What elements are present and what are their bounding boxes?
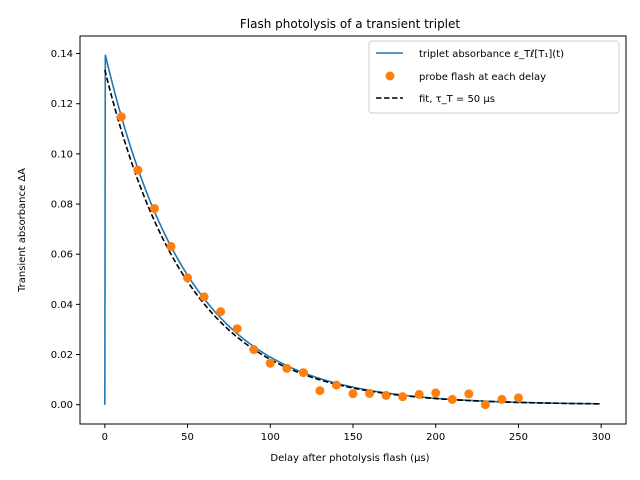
legend-label: probe flash at each delay bbox=[419, 72, 546, 83]
probe-flash-point bbox=[348, 389, 358, 399]
probe-flash-point bbox=[199, 292, 209, 302]
probe-flash-point bbox=[116, 112, 126, 122]
probe-flash-point bbox=[480, 400, 490, 410]
y-tick-label: 0.10 bbox=[51, 149, 73, 160]
x-tick-label: 150 bbox=[343, 432, 362, 443]
x-tick-label: 300 bbox=[592, 432, 611, 443]
x-tick-label: 50 bbox=[181, 432, 194, 443]
x-tick-label: 200 bbox=[426, 432, 445, 443]
probe-flash-point bbox=[232, 324, 242, 334]
probe-flash-point bbox=[414, 389, 424, 399]
y-tick-label: 0.00 bbox=[51, 400, 73, 411]
legend-label: triplet absorbance ε_Tℓ[T₁](t) bbox=[419, 49, 564, 60]
probe-flash-point bbox=[183, 273, 193, 283]
probe-flash-point bbox=[365, 388, 375, 398]
x-tick-label: 250 bbox=[509, 432, 528, 443]
series-fit-dashed-line bbox=[104, 69, 602, 405]
legend-label: fit, τ_T = 50 μs bbox=[419, 94, 495, 105]
probe-flash-point bbox=[464, 389, 474, 399]
probe-flash-point bbox=[497, 394, 507, 404]
legend: triplet absorbance ε_Tℓ[T₁](t)probe flas… bbox=[368, 40, 620, 114]
y-axis-label: Transient absorbance ΔA bbox=[17, 168, 28, 293]
probe-flash-point bbox=[149, 204, 159, 214]
probe-flash-point bbox=[315, 386, 325, 396]
x-tick-label: 0 bbox=[102, 432, 108, 443]
x-tick-label: 100 bbox=[261, 432, 280, 443]
probe-flash-point bbox=[331, 380, 341, 390]
y-tick-label: 0.06 bbox=[51, 250, 73, 261]
y-tick-label: 0.02 bbox=[51, 350, 73, 361]
chart-title: Flash photolysis of a transient triplet bbox=[240, 17, 461, 31]
probe-flash-point bbox=[513, 393, 523, 403]
probe-flash-point bbox=[249, 345, 259, 355]
y-tick-label: 0.08 bbox=[51, 200, 73, 211]
probe-flash-point bbox=[398, 392, 408, 402]
y-tick-label: 0.14 bbox=[51, 49, 73, 60]
legend-box bbox=[368, 40, 620, 114]
legend-swatch-marker bbox=[385, 71, 395, 81]
probe-flash-point bbox=[381, 390, 391, 400]
y-tick-label: 0.12 bbox=[51, 99, 73, 110]
probe-flash-point bbox=[298, 368, 308, 378]
probe-flash-point bbox=[166, 241, 176, 251]
probe-flash-point bbox=[216, 307, 226, 317]
probe-flash-point bbox=[282, 363, 292, 373]
probe-flash-point bbox=[133, 165, 143, 175]
probe-flash-point bbox=[265, 358, 275, 368]
x-axis-label: Delay after photolysis flash (μs) bbox=[270, 453, 429, 464]
probe-flash-point bbox=[431, 388, 441, 398]
y-tick-label: 0.04 bbox=[51, 300, 73, 311]
probe-flash-point bbox=[447, 394, 457, 404]
